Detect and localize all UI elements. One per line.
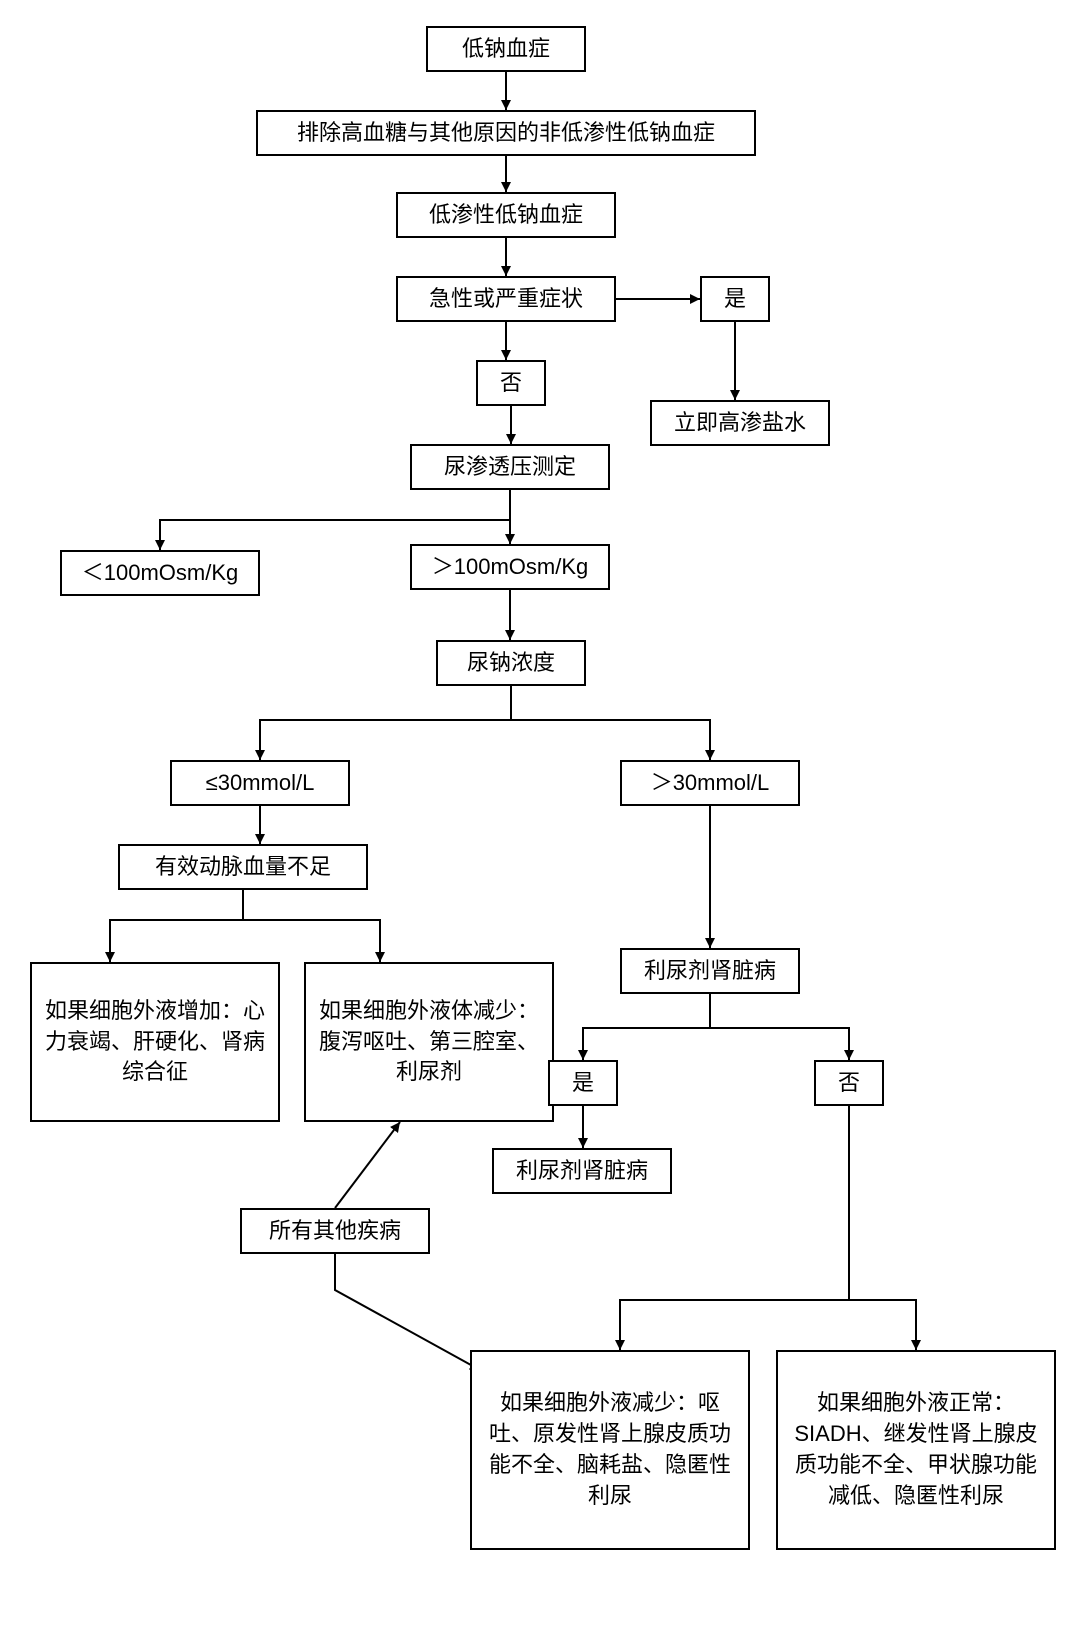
node-exclude-hyperglycemia: 排除高血糖与其他原因的非低渗性低钠血症 xyxy=(256,110,756,156)
node-urine-sodium: 尿钠浓度 xyxy=(436,640,586,686)
node-diuretic-kidney-2: 利尿剂肾脏病 xyxy=(492,1148,672,1194)
node-gt-30: ＞30mmol/L xyxy=(620,760,800,806)
node-label: 否 xyxy=(838,1068,860,1099)
node-urine-osmolality: 尿渗透压测定 xyxy=(410,444,610,490)
node-no-2: 否 xyxy=(814,1060,884,1106)
node-all-other-diseases: 所有其他疾病 xyxy=(240,1208,430,1254)
node-no-1: 否 xyxy=(476,360,546,406)
node-gt-100: ＞100mOsm/Kg xyxy=(410,544,610,590)
node-label: 低渗性低钠血症 xyxy=(429,200,583,231)
node-label: ＞100mOsm/Kg xyxy=(432,552,589,583)
node-label: ＜100mOsm/Kg xyxy=(82,558,239,589)
node-label: 排除高血糖与其他原因的非低渗性低钠血症 xyxy=(297,118,715,149)
node-yes-2: 是 xyxy=(548,1060,618,1106)
node-label: 尿钠浓度 xyxy=(467,648,555,679)
node-effective-volume: 有效动脉血量不足 xyxy=(118,844,368,890)
node-label: 是 xyxy=(572,1068,594,1099)
node-diuretic-kidney-1: 利尿剂肾脏病 xyxy=(620,948,800,994)
node-label: 低钠血症 xyxy=(462,34,550,65)
node-label: 有效动脉血量不足 xyxy=(155,852,331,883)
node-yes-1: 是 xyxy=(700,276,770,322)
node-label: 所有其他疾病 xyxy=(269,1216,401,1247)
node-label: 利尿剂肾脏病 xyxy=(516,1156,648,1187)
node-ecf-decrease-2: 如果细胞外液减少：呕吐、原发性肾上腺皮质功能不全、脑耗盐、隐匿性利尿 xyxy=(470,1350,750,1550)
node-ecf-decrease-1: 如果细胞外液体减少：腹泻呕吐、第三腔室、利尿剂 xyxy=(304,962,554,1122)
node-label: 尿渗透压测定 xyxy=(444,452,576,483)
node-label: 否 xyxy=(500,368,522,399)
node-label: ＞30mmol/L xyxy=(651,768,770,799)
node-label: ≤30mmol/L xyxy=(206,768,315,799)
node-ecf-normal: 如果细胞外液正常：SIADH、继发性肾上腺皮质功能不全、甲状腺功能减低、隐匿性利… xyxy=(776,1350,1056,1550)
node-ecf-increase: 如果细胞外液增加：心力衰竭、肝硬化、肾病综合征 xyxy=(30,962,280,1122)
node-label: 如果细胞外液增加：心力衰竭、肝硬化、肾病综合征 xyxy=(42,996,268,1088)
node-label: 如果细胞外液减少：呕吐、原发性肾上腺皮质功能不全、脑耗盐、隐匿性利尿 xyxy=(482,1388,738,1511)
node-label: 急性或严重症状 xyxy=(429,284,583,315)
node-label: 利尿剂肾脏病 xyxy=(644,956,776,987)
node-lt-100: ＜100mOsm/Kg xyxy=(60,550,260,596)
node-hyponatremia: 低钠血症 xyxy=(426,26,586,72)
node-acute-severe: 急性或严重症状 xyxy=(396,276,616,322)
node-label: 立即高渗盐水 xyxy=(674,408,806,439)
node-hypotonic-hyponatremia: 低渗性低钠血症 xyxy=(396,192,616,238)
node-label: 是 xyxy=(724,284,746,315)
node-hypertonic-saline: 立即高渗盐水 xyxy=(650,400,830,446)
node-le-30: ≤30mmol/L xyxy=(170,760,350,806)
node-label: 如果细胞外液正常：SIADH、继发性肾上腺皮质功能不全、甲状腺功能减低、隐匿性利… xyxy=(788,1388,1044,1511)
node-label: 如果细胞外液体减少：腹泻呕吐、第三腔室、利尿剂 xyxy=(316,996,542,1088)
